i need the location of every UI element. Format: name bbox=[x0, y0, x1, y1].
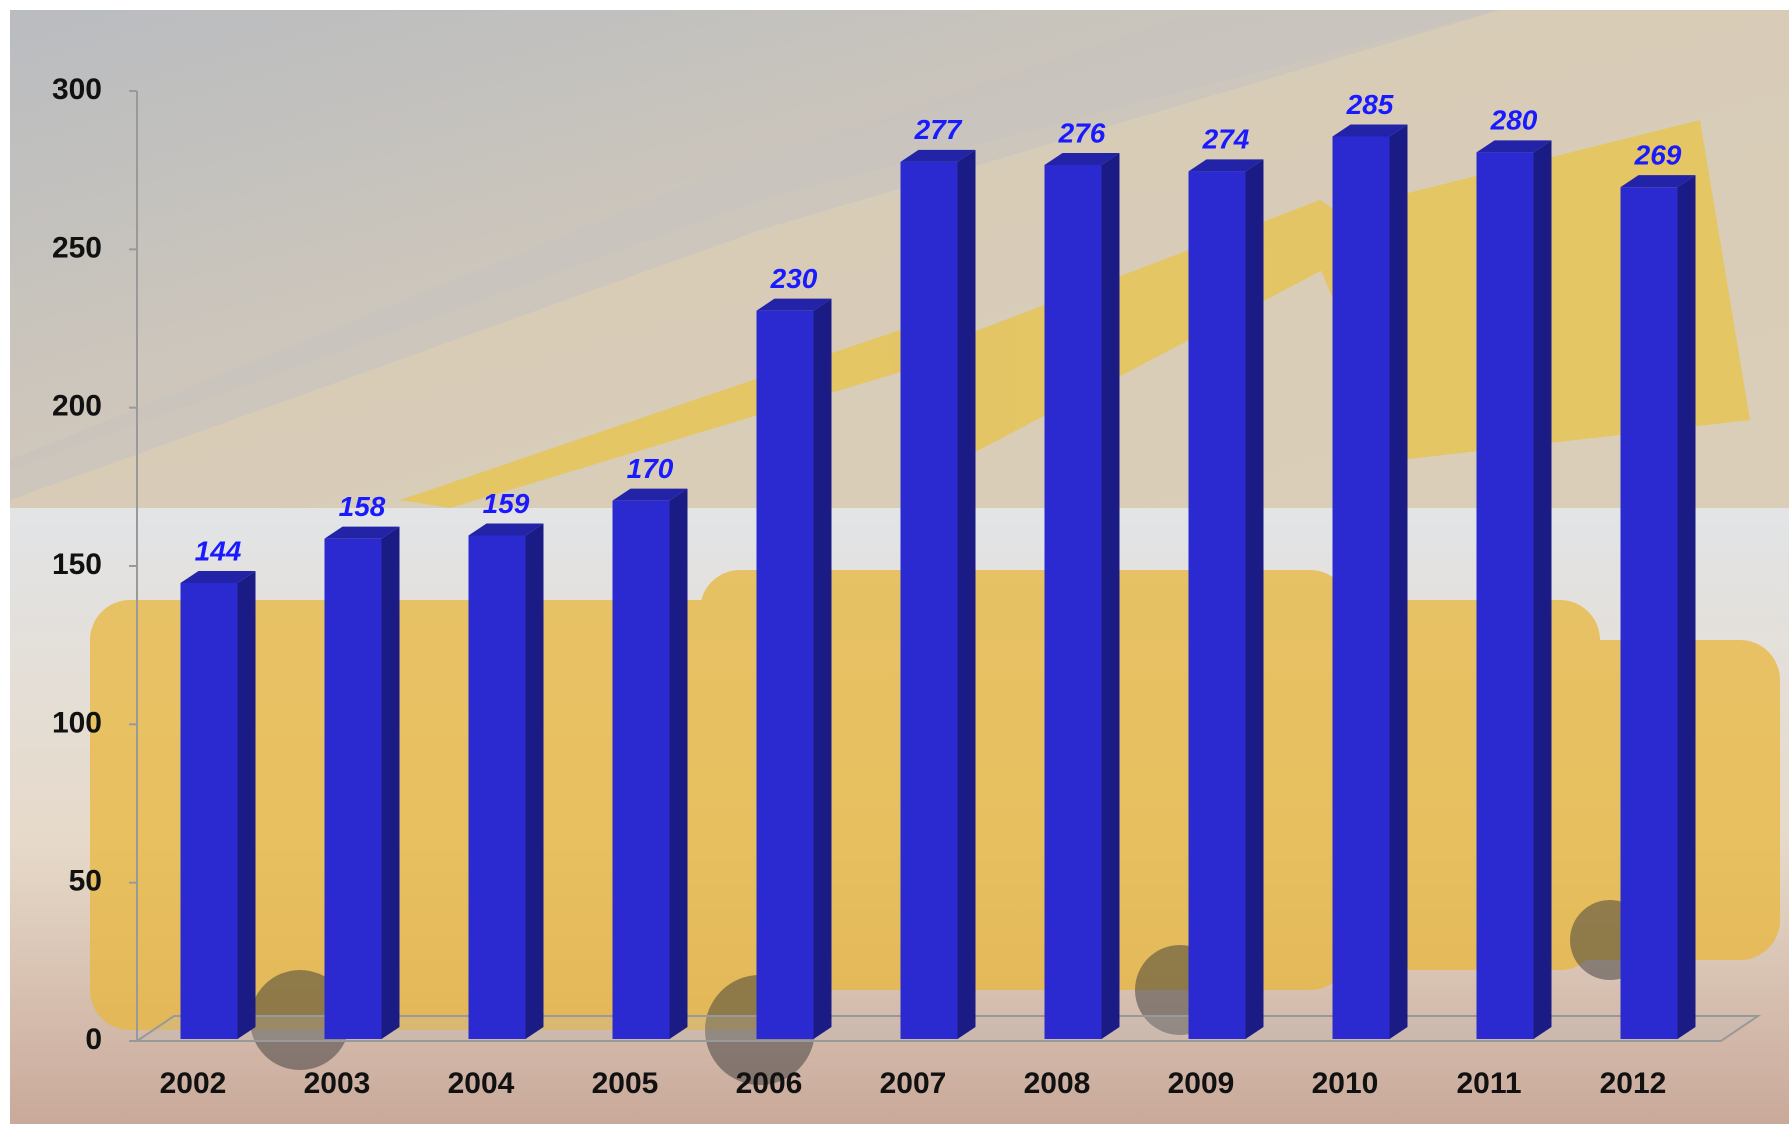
bar-top bbox=[1476, 140, 1552, 153]
bar-side bbox=[1533, 140, 1552, 1040]
bar-side bbox=[381, 526, 400, 1039]
y-tick-label: 300 bbox=[52, 73, 102, 106]
x-tick-label: 2012 bbox=[1600, 1067, 1667, 1100]
bar-top bbox=[324, 526, 400, 539]
bar-side bbox=[957, 149, 976, 1040]
value-label: 230 bbox=[770, 263, 818, 294]
x-tick-label: 2009 bbox=[1168, 1067, 1235, 1100]
x-tick-label: 2006 bbox=[736, 1067, 803, 1100]
bar-side bbox=[1389, 124, 1408, 1039]
bar-side bbox=[1677, 175, 1696, 1039]
bar-side bbox=[525, 523, 544, 1039]
value-label: 285 bbox=[1346, 89, 1394, 120]
bar-3d bbox=[1620, 175, 1696, 1039]
x-tick-label: 2005 bbox=[592, 1067, 659, 1100]
x-tick-label: 2010 bbox=[1312, 1067, 1379, 1100]
y-tick-label: 250 bbox=[52, 231, 102, 264]
bar bbox=[1332, 136, 1390, 1039]
x-tick-label: 2004 bbox=[448, 1067, 515, 1100]
x-tick-label: 2003 bbox=[304, 1067, 371, 1100]
bar-3d bbox=[612, 488, 688, 1040]
bar-top bbox=[1044, 153, 1120, 165]
bar-3d bbox=[180, 571, 256, 1039]
bar bbox=[1188, 171, 1246, 1040]
bar bbox=[900, 161, 958, 1040]
bar-3d bbox=[324, 526, 400, 1039]
x-tick-label: 2011 bbox=[1456, 1067, 1521, 1100]
value-label: 159 bbox=[483, 488, 530, 519]
bar-side bbox=[1245, 159, 1264, 1040]
bar-side bbox=[237, 571, 256, 1039]
bar-side bbox=[1101, 153, 1120, 1039]
value-label: 277 bbox=[914, 114, 963, 145]
bar-top bbox=[180, 571, 256, 583]
bar bbox=[324, 538, 382, 1039]
value-label: 158 bbox=[339, 491, 386, 522]
bar-top bbox=[1332, 124, 1408, 137]
value-label: 170 bbox=[627, 453, 674, 484]
bar bbox=[1044, 165, 1102, 1039]
value-label: 269 bbox=[1634, 140, 1682, 171]
bar-3d bbox=[900, 149, 976, 1040]
bar bbox=[1620, 187, 1678, 1039]
value-label: 276 bbox=[1058, 117, 1106, 148]
bar-side bbox=[669, 488, 688, 1040]
x-tick-label: 2008 bbox=[1024, 1067, 1091, 1100]
bar-3d bbox=[1476, 140, 1552, 1040]
bar bbox=[180, 583, 238, 1039]
bar-top bbox=[756, 298, 832, 311]
bar bbox=[468, 535, 526, 1039]
bar bbox=[1476, 152, 1534, 1040]
value-label: 274 bbox=[1202, 124, 1250, 155]
bar-top bbox=[900, 149, 976, 162]
bar bbox=[612, 500, 670, 1040]
bar bbox=[756, 310, 814, 1040]
bar-top bbox=[1188, 159, 1264, 172]
bar-3d bbox=[1044, 153, 1120, 1039]
bar-side bbox=[813, 298, 832, 1040]
x-tick-label: 2007 bbox=[880, 1067, 947, 1100]
bar-3d bbox=[1332, 124, 1408, 1039]
bar-3d bbox=[468, 523, 544, 1039]
value-label: 280 bbox=[1490, 105, 1538, 136]
y-tick-label: 0 bbox=[85, 1023, 102, 1056]
bar-top bbox=[468, 523, 544, 536]
y-tick-label: 50 bbox=[69, 865, 102, 898]
y-tick-label: 200 bbox=[52, 390, 102, 423]
x-tick-label: 2002 bbox=[160, 1067, 227, 1100]
bar-top bbox=[612, 488, 688, 501]
bar-3d bbox=[1188, 159, 1264, 1040]
y-tick-label: 150 bbox=[52, 548, 102, 581]
value-label: 144 bbox=[195, 535, 242, 566]
y-tick-label: 100 bbox=[52, 706, 102, 739]
bar-top bbox=[1620, 175, 1696, 188]
bar-3d bbox=[756, 298, 832, 1040]
